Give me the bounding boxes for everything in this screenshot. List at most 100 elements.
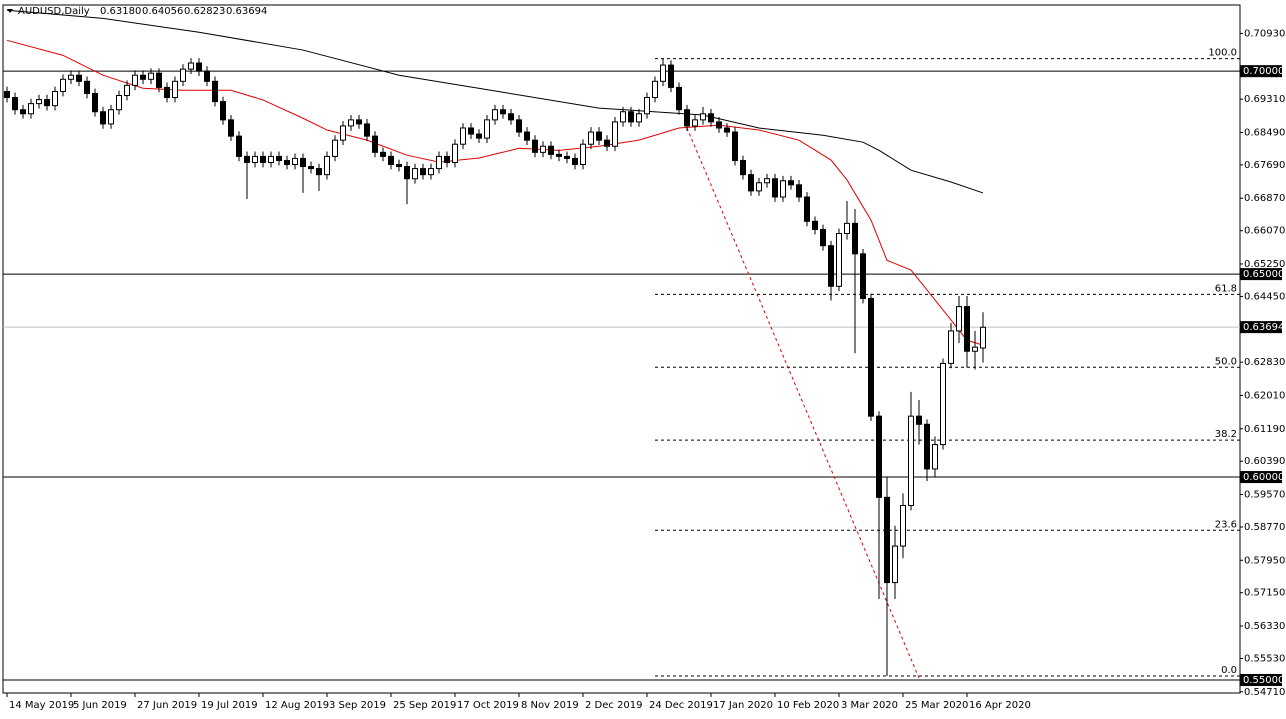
x-tick-label: 3 Mar 2020 [841,700,898,711]
y-tick-label: 0.65250 [1244,259,1285,270]
x-tick-label: 24 Dec 2019 [649,700,713,711]
candle-body [380,151,386,157]
y-tick-label: 0.66070 [1244,226,1285,237]
candle-body [948,330,954,364]
candle-body [876,415,882,498]
y-tick-label: 0.56330 [1244,621,1285,632]
candle-body [804,196,810,222]
candle-body [44,99,50,107]
candle-body [956,306,962,332]
candle-body [372,135,378,153]
candle-body [732,131,738,161]
candle-body [180,68,186,82]
candle-body [140,74,146,80]
x-tick-label: 17 Oct 2019 [457,700,519,711]
candle-body [964,306,970,352]
y-tick-label: 0.68490 [1244,127,1285,138]
y-tick-label: 0.54710 [1244,687,1285,698]
current-price-box [1240,321,1282,334]
candle-body [532,139,538,153]
candle-body [756,182,762,192]
candle-body [348,119,354,127]
candle-body [596,131,602,141]
candle-body [228,119,234,137]
candle-body [908,415,914,506]
candle-body [516,119,522,133]
fib-label: 23.6 [1215,519,1237,530]
candle-body [172,80,178,99]
candle-body [100,111,106,125]
candle-body [940,362,946,446]
x-tick-label: 27 Jun 2019 [137,700,197,711]
current-price-label: 0.63694 [1243,322,1284,333]
candle-body [196,62,202,72]
candle-body [68,74,74,80]
candle-body [924,423,930,470]
symbol: AUDUSD,Daily [18,6,90,17]
candle-body [572,157,578,166]
candle-body [612,121,618,147]
level-box [1240,268,1282,281]
y-tick-label: 0.55530 [1244,653,1285,664]
candle-body [436,155,442,170]
candle-body [108,109,114,125]
candle-body [84,80,90,94]
candle-body [116,95,122,111]
y-tick-label: 0.64450 [1244,291,1285,302]
y-tick-label: 0.60390 [1244,456,1285,467]
candle-body [684,109,690,127]
candle-body [660,64,666,82]
x-tick-label: 19 Jul 2019 [201,700,258,711]
candle-body [508,113,514,121]
quote-value: 0.62823 [184,6,225,17]
candle-body [580,143,586,166]
candle-body [788,180,794,186]
candle-body [860,253,866,299]
moving-average [6,39,984,346]
y-tick-label: 0.69310 [1244,94,1285,105]
candle-body [396,164,402,168]
x-tick-label: 14 May 2019 [9,700,74,711]
candle-body [252,155,258,163]
candle-body [812,220,818,230]
candle-body [548,145,554,155]
candle-body [60,78,66,92]
candle-body [828,245,834,287]
candle-body [604,139,610,147]
candle-body [868,297,874,417]
x-tick-label: 2 Dec 2019 [585,700,643,711]
candle-body [916,415,922,425]
candle-body [540,145,546,153]
candle-body [36,99,42,105]
candle-body [268,155,274,163]
candle-body [452,143,458,163]
fib-label: 0.0 [1221,665,1237,676]
candle-body [524,131,530,141]
candle-body [20,109,26,115]
candle-body [708,113,714,123]
candle-body [212,80,218,103]
x-tick-label: 8 Nov 2019 [521,700,579,711]
candle-body [500,109,506,115]
x-tick-label: 10 Feb 2020 [777,700,839,711]
candle-body [244,155,250,163]
candle-body [460,127,466,145]
y-tick-label: 0.57150 [1244,588,1285,599]
candle-body [188,62,194,70]
candle-body [484,119,490,139]
candle-body [164,86,170,99]
candle-body [636,113,642,123]
candle-body [476,133,482,139]
candle-body [236,135,242,157]
candle-body [220,101,226,121]
candle-body [748,174,754,192]
fib-label: 100.0 [1208,48,1237,59]
candle-body [980,326,986,349]
level-label: 0.65000 [1243,269,1284,280]
fib-label: 50.0 [1215,356,1237,367]
candle-body [52,90,58,107]
level-label: 0.55000 [1243,675,1284,686]
candle-body [276,155,282,161]
candle-body [4,90,10,99]
